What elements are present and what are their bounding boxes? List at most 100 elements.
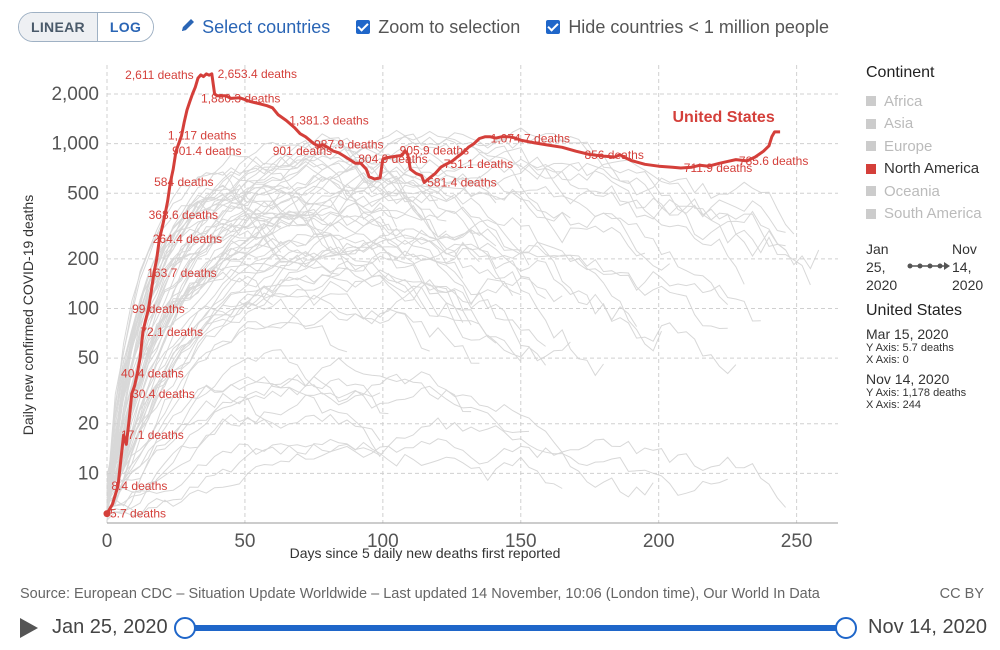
x-tick-label: 100 — [367, 531, 399, 552]
timeline-end-handle[interactable] — [835, 617, 857, 639]
background-country-line — [106, 155, 447, 477]
data-label: 1,880.3 deaths — [201, 91, 280, 105]
log-scale-button[interactable]: LOG — [96, 13, 154, 41]
background-country-line — [106, 130, 795, 496]
y-tick-label: 500 — [67, 183, 99, 204]
background-country-line — [106, 184, 348, 495]
timeline-start-handle[interactable] — [174, 617, 196, 639]
data-label: 8.4 deaths — [111, 479, 167, 493]
background-country-line — [106, 233, 513, 502]
source-note: Source: European CDC – Situation Update … — [20, 586, 820, 602]
background-country-line — [106, 238, 563, 494]
legend-item-south-america[interactable]: South America — [866, 203, 996, 226]
background-country-line — [106, 127, 786, 494]
background-country-line — [106, 266, 547, 499]
data-label: 368.6 deaths — [149, 208, 218, 222]
legend-item-label: Africa — [884, 92, 923, 110]
background-country-line — [106, 231, 472, 503]
background-country-line — [106, 413, 381, 515]
data-label: 163.7 deaths — [147, 266, 216, 280]
data-label: 905.9 deaths — [400, 144, 469, 158]
selected-country-info: United States Mar 15, 2020 Y Axis: 5.7 d… — [866, 302, 996, 416]
data-label: 2,611 deaths — [125, 68, 194, 82]
data-label: 30.4 deaths — [132, 387, 195, 401]
background-country-line — [106, 184, 340, 518]
legend-swatch — [866, 186, 876, 197]
range-end-year: 2020 — [952, 277, 984, 293]
legend-item-oceania[interactable]: Oceania — [866, 180, 996, 203]
background-country-line — [106, 274, 497, 487]
data-label: 751.1 deaths — [444, 157, 513, 171]
continent-legend: Continent Africa Asia Europe North America O… — [866, 64, 996, 225]
background-country-line — [106, 376, 381, 483]
info-end-y: Y Axis: 1,178 deaths — [866, 387, 967, 399]
hide-small-countries-checkbox[interactable]: Hide countries < 1 million people — [546, 17, 829, 38]
info-end-date: Nov 14, 2020 — [866, 371, 950, 387]
data-label: 72.1 deaths — [140, 325, 203, 339]
legend-swatch — [866, 141, 876, 152]
zoom-to-selection-checkbox[interactable]: Zoom to selection — [356, 17, 520, 38]
data-label: 856 deaths — [584, 148, 643, 162]
info-start-x: X Axis: 0 — [866, 354, 909, 366]
data-label: 785.6 deaths — [739, 154, 808, 168]
linear-scale-button[interactable]: LINEAR — [19, 13, 97, 41]
select-countries-label: Select countries — [202, 16, 331, 37]
license-link[interactable]: CC BY — [939, 586, 984, 602]
info-country-title: United States — [866, 302, 963, 319]
legend-title: Continent — [866, 64, 935, 81]
background-country-line — [106, 183, 331, 515]
zoom-to-selection-label: Zoom to selection — [378, 16, 521, 37]
legend-swatch — [866, 96, 876, 107]
data-label: 1,117 deaths — [168, 129, 237, 143]
legend-item-north-america[interactable]: North America — [866, 158, 996, 181]
play-icon[interactable] — [20, 618, 38, 638]
chart-grid — [106, 65, 838, 523]
background-country-line — [106, 253, 422, 506]
highlight-series: 5.7 deaths 8.4 deaths 17.1 deaths 30.4 deat… — [103, 67, 808, 521]
background-country-line — [106, 180, 729, 502]
y-tick-label: 20 — [78, 414, 99, 435]
y-tick-label: 10 — [78, 463, 99, 484]
data-label: 901 deaths — [273, 144, 332, 158]
background-country-line — [106, 154, 315, 505]
background-country-line — [106, 187, 314, 495]
timeline-slider: Jan 25, 2020 Nov 14, 2020 — [0, 610, 1000, 646]
x-tick-label: 250 — [781, 531, 813, 552]
legend-item-europe[interactable]: Europe — [866, 135, 996, 158]
range-start-month: Jan — [866, 241, 889, 257]
timeline-end-label: Nov 14, 2020 — [868, 616, 987, 638]
checkbox-checked-icon — [546, 20, 561, 34]
series-name-label: United States — [672, 109, 774, 126]
line-chart: 10 20 50 100 200 500 1,000 2,000 0 50 100 150 200 250… — [20, 65, 838, 561]
legend-item-africa[interactable]: Africa — [866, 90, 996, 113]
select-countries-link[interactable]: Select countries — [180, 17, 330, 38]
range-end-day: 14, — [952, 259, 972, 275]
data-label: 5.7 deaths — [110, 507, 166, 521]
data-label: 584 deaths — [154, 175, 213, 189]
legend-item-asia[interactable]: Asia — [866, 113, 996, 136]
range-end-month: Nov — [952, 241, 977, 257]
data-label: 1,074.7 deaths — [491, 131, 570, 145]
x-axis-label: Days since 5 daily new deaths first repo… — [290, 545, 561, 561]
x-tick-label: 150 — [505, 531, 537, 552]
legend-item-label: South America — [884, 205, 982, 223]
data-label: 711.9 deaths — [684, 161, 753, 175]
x-tick-label: 50 — [234, 531, 255, 552]
y-axis-label: Daily new confirmed COVID-19 deaths — [20, 195, 36, 435]
range-start-year: 2020 — [866, 277, 898, 293]
data-label: 804.9 deaths — [358, 152, 427, 166]
series-start-point — [103, 510, 111, 518]
background-country-line — [106, 164, 398, 518]
y-tick-label: 50 — [78, 348, 99, 369]
data-label: 901.4 deaths — [172, 144, 241, 158]
data-label: 2,653.4 deaths — [218, 67, 297, 81]
x-tick-label: 200 — [643, 531, 675, 552]
background-country-line — [106, 194, 281, 495]
timeline-track[interactable] — [184, 625, 845, 631]
info-start-y: Y Axis: 5.7 deaths — [866, 342, 954, 354]
checkbox-checked-icon — [356, 20, 371, 34]
info-end-x: X Axis: 244 — [866, 399, 922, 411]
background-country-line — [106, 147, 745, 482]
background-country-line — [106, 441, 563, 509]
united-states-series-line[interactable] — [105, 72, 781, 515]
